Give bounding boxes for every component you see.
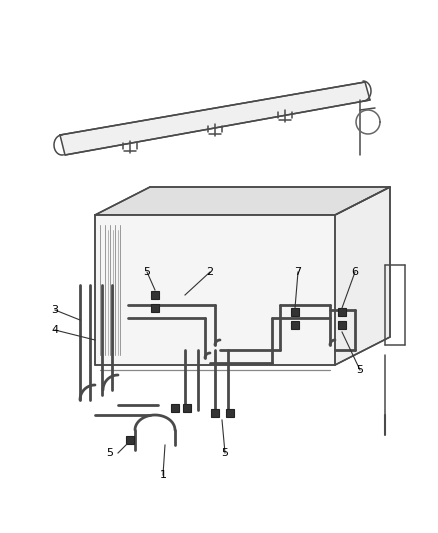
Text: 1: 1 <box>159 470 166 480</box>
Text: 5: 5 <box>222 448 229 458</box>
Text: 6: 6 <box>352 267 358 277</box>
Text: 3: 3 <box>52 305 59 315</box>
Bar <box>291 308 299 316</box>
Bar <box>151 291 159 299</box>
Bar <box>226 409 234 417</box>
Text: 5: 5 <box>357 365 364 375</box>
Bar <box>126 436 134 444</box>
Polygon shape <box>60 82 370 155</box>
Text: 5: 5 <box>144 267 151 277</box>
Bar <box>211 409 219 417</box>
Bar <box>338 321 346 329</box>
Text: 4: 4 <box>51 325 59 335</box>
Bar <box>291 321 299 329</box>
Polygon shape <box>335 187 390 365</box>
Bar <box>183 404 191 412</box>
Bar <box>338 308 346 316</box>
Polygon shape <box>95 215 335 365</box>
Polygon shape <box>95 187 390 215</box>
Text: 7: 7 <box>294 267 301 277</box>
Text: 5: 5 <box>106 448 113 458</box>
Text: 2: 2 <box>206 267 214 277</box>
Bar <box>151 304 159 312</box>
Bar <box>171 404 179 412</box>
